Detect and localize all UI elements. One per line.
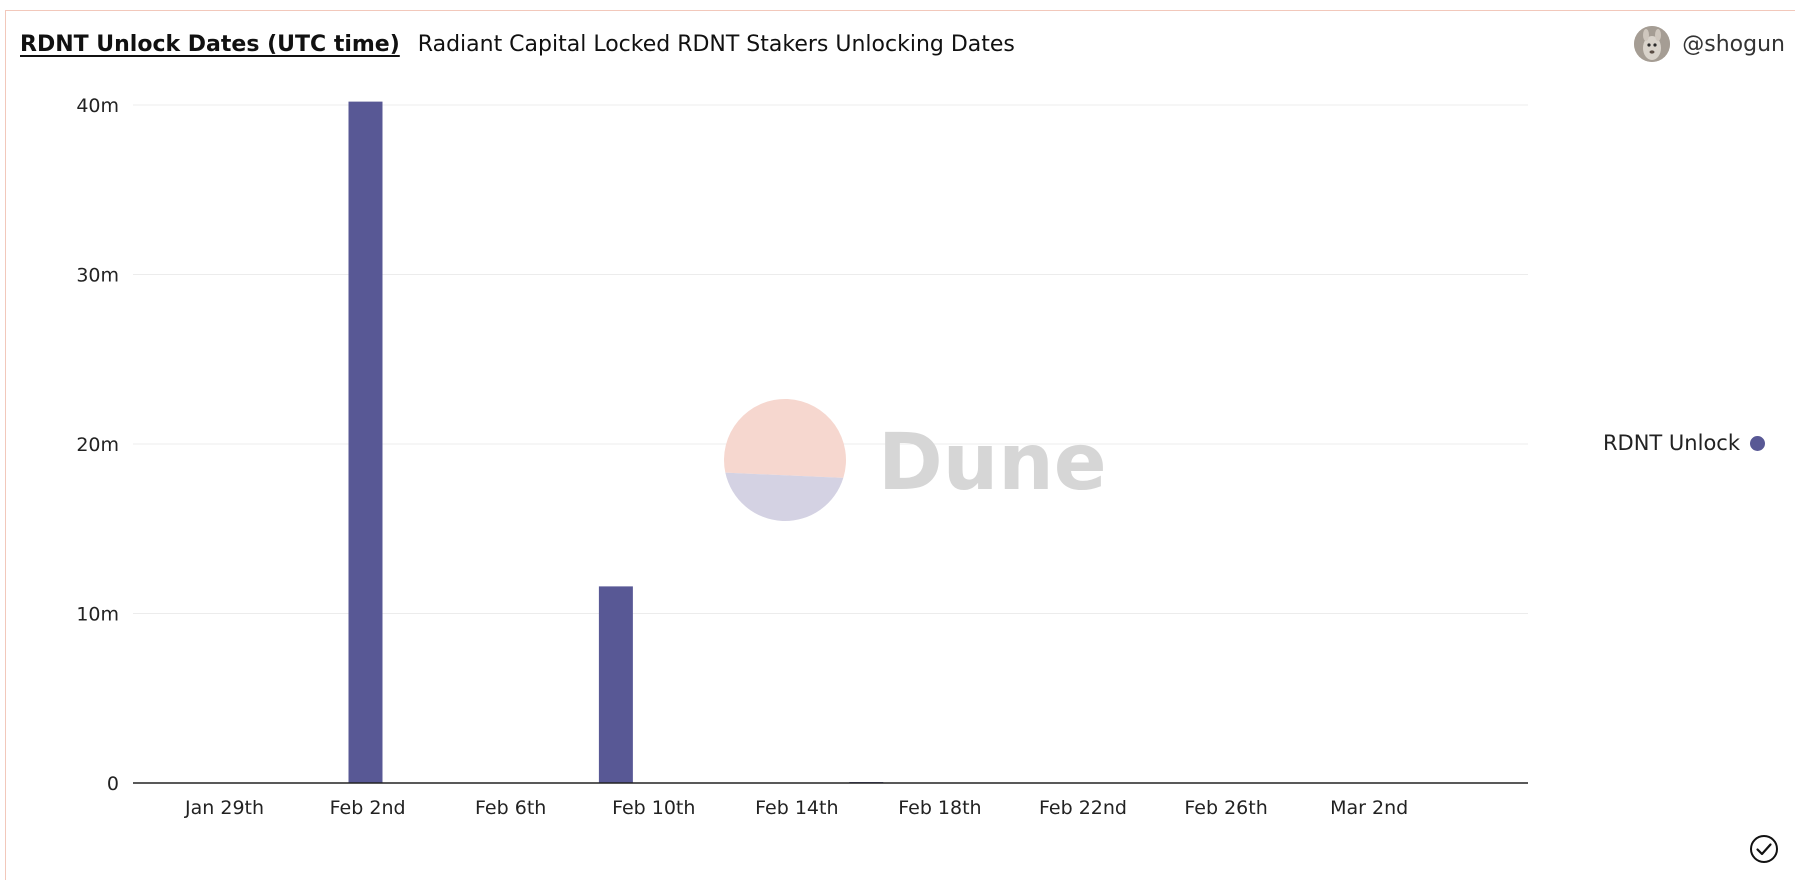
legend-swatch (1750, 436, 1765, 451)
x-tick-label: Feb 18th (898, 797, 981, 819)
dune-watermark-text: Dune (878, 418, 1107, 508)
x-tick-label: Feb 22nd (1039, 797, 1127, 819)
y-tick-label: 30m (76, 265, 119, 287)
grid-lines (133, 105, 1528, 614)
legend-label: RDNT Unlock (1603, 431, 1740, 455)
dune-logo-bottom-half (725, 473, 843, 521)
x-tick-label: Feb 26th (1184, 797, 1267, 819)
x-tick-label: Feb 6th (475, 797, 546, 819)
y-tick-label: 10m (76, 604, 119, 626)
x-tick-label: Feb 14th (755, 797, 838, 819)
x-tick-label: Mar 2nd (1330, 797, 1408, 819)
bar[interactable] (349, 102, 383, 783)
dune-watermark: Dune (724, 399, 1107, 521)
dune-logo-top-half (724, 399, 846, 478)
bar[interactable] (599, 586, 633, 783)
x-tick-label: Feb 10th (612, 797, 695, 819)
x-tick-label: Feb 2nd (330, 797, 406, 819)
check-circle-icon[interactable] (1749, 834, 1779, 864)
x-tick-label: Jan 29th (184, 797, 264, 819)
y-tick-label: 0 (107, 773, 119, 795)
legend-item-rdnt-unlock[interactable]: RDNT Unlock (1603, 430, 1765, 456)
y-tick-label: 20m (76, 434, 119, 456)
y-tick-label: 40m (76, 95, 119, 117)
